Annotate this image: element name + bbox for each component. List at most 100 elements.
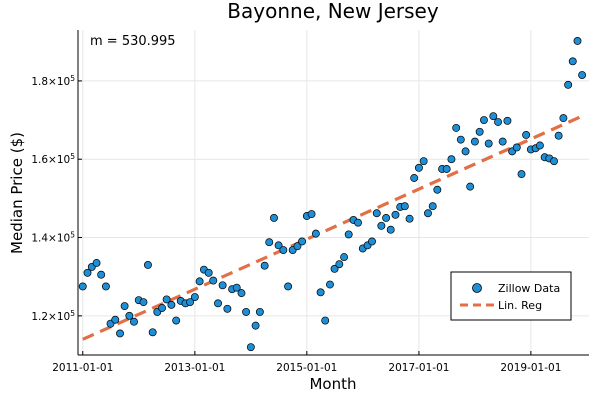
data-point [503, 116, 512, 125]
data-point [372, 209, 381, 218]
data-point [204, 268, 213, 277]
regression-series [82, 114, 583, 341]
data-point [116, 329, 124, 338]
data-point [251, 321, 260, 330]
data-point [130, 317, 138, 326]
data-point [274, 241, 283, 250]
data-point [414, 163, 423, 172]
data-point [265, 238, 274, 247]
data-point [311, 229, 320, 238]
chart-title: Bayonne, New Jersey [227, 0, 439, 23]
data-point [237, 289, 246, 298]
data-point [92, 259, 101, 267]
legend-marker-zillow [472, 283, 482, 293]
plot-frame [77, 30, 589, 356]
data-point [260, 261, 269, 270]
data-point [452, 123, 461, 132]
legend-label-zillow: Zillow Data [498, 282, 560, 295]
data-point [382, 214, 391, 222]
data-point [554, 131, 563, 140]
data-point [484, 139, 493, 148]
x-tick-label: 2011-01-01 [52, 362, 113, 374]
data-point [433, 185, 442, 194]
data-point [522, 130, 531, 139]
y-axis-label: Median Price ($) [8, 132, 26, 254]
data-point [470, 137, 479, 146]
data-point [326, 280, 334, 289]
data-point [279, 246, 288, 255]
data-point [186, 298, 195, 307]
data-point [255, 307, 264, 316]
data-point [578, 71, 587, 79]
data-point [475, 127, 484, 136]
data-point [307, 210, 316, 218]
x-axis-label: Month [309, 375, 356, 393]
data-point [368, 237, 376, 246]
data-point [344, 230, 353, 239]
legend-label-regression: Lin. Reg [498, 299, 542, 312]
y-tick-label: 1.8×105 [31, 73, 75, 88]
x-tick-label: 2013-01-01 [164, 362, 225, 374]
data-point [293, 242, 302, 251]
y-tick-label: 1.4×105 [31, 230, 75, 245]
data-point [97, 270, 106, 279]
data-point [479, 116, 488, 125]
data-point [139, 298, 148, 307]
data-point [83, 268, 92, 277]
data-point [125, 311, 134, 320]
data-point [232, 283, 241, 292]
data-point [564, 80, 573, 89]
data-point [391, 210, 400, 219]
data-point [242, 307, 251, 316]
data-point [466, 182, 475, 191]
data-point [456, 135, 465, 144]
legend: Zillow Data Lin. Reg [450, 271, 572, 321]
data-point [377, 221, 386, 230]
data-point [447, 155, 456, 164]
data-point [498, 137, 507, 146]
data-point [78, 282, 87, 291]
data-point [209, 276, 218, 285]
data-point [120, 302, 129, 311]
data-point [489, 112, 498, 121]
y-ticks: 1.2×105 1.4×105 1.6×105 1.8×105 [31, 73, 82, 323]
data-point [419, 157, 428, 166]
data-point [424, 209, 432, 218]
data-point [148, 328, 157, 337]
slope-annotation: m = 530.995 [90, 34, 176, 49]
data-point [246, 343, 255, 352]
data-point [316, 288, 325, 297]
data-point [223, 304, 232, 313]
data-point [218, 281, 227, 290]
data-point [568, 57, 577, 66]
data-point [330, 264, 339, 273]
data-point [559, 114, 568, 123]
data-point [111, 315, 120, 324]
data-point [400, 202, 409, 211]
data-point [517, 170, 526, 179]
data-point [158, 304, 166, 312]
data-point [214, 299, 222, 308]
data-point [101, 282, 110, 291]
data-point [461, 147, 470, 156]
zillow-series [78, 37, 587, 352]
data-point [284, 282, 293, 291]
data-point [494, 118, 503, 126]
data-point [298, 237, 307, 246]
data-point [354, 218, 362, 227]
data-point [512, 143, 521, 152]
data-point [335, 260, 344, 269]
data-point [410, 174, 419, 182]
data-point [442, 165, 451, 173]
data-point [172, 316, 181, 325]
data-point [428, 202, 437, 211]
data-point [143, 260, 152, 269]
y-tick-label: 1.6×105 [31, 152, 75, 167]
data-point [573, 37, 582, 45]
data-point [386, 225, 395, 234]
data-point [162, 295, 171, 304]
data-point [190, 293, 199, 301]
regression-line [82, 114, 583, 341]
